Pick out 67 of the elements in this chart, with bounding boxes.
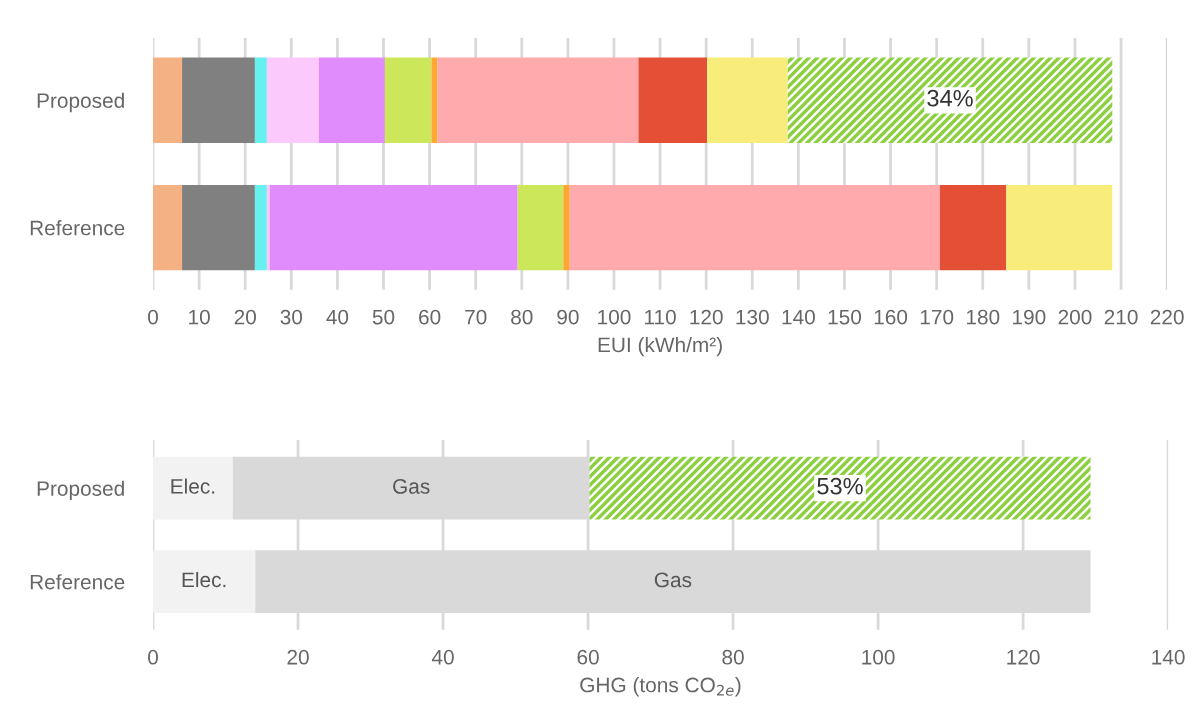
x-tick-label: 20: [234, 309, 256, 325]
x-tick-label: 60: [419, 309, 441, 325]
series-label: Gas: [393, 479, 430, 494]
x-tick-label: 30: [280, 309, 303, 325]
bar: [437, 57, 639, 143]
x-tick-label: 70: [465, 309, 487, 325]
x-tick-label: 140: [782, 309, 815, 325]
x-tick-label: 80: [722, 649, 744, 665]
bar: [182, 57, 255, 143]
x-tick-label: 200: [1058, 309, 1092, 325]
x-tick-label: 0: [148, 649, 158, 665]
x-tick-label: 40: [326, 309, 349, 325]
text: Gas: [654, 572, 692, 588]
bar: [266, 184, 270, 271]
x-tick-label: 80: [511, 309, 533, 325]
bar: [589, 456, 1091, 520]
bar: [517, 184, 564, 271]
bar: [153, 184, 183, 271]
x-tick-label: 0: [148, 309, 158, 325]
x-tick-label: 40: [431, 649, 454, 665]
bar: [254, 57, 267, 143]
bar: [318, 57, 385, 143]
bar: [431, 57, 438, 143]
x-tick-label: 10: [189, 309, 210, 325]
y-tick-label: Reference: [30, 574, 125, 590]
y-tick-label: Reference: [30, 220, 125, 236]
text: Elec.: [182, 571, 226, 588]
x-tick-label: 170: [920, 309, 954, 325]
bar: [153, 550, 256, 614]
bar: [254, 184, 267, 271]
x-tick-label: 60: [577, 649, 599, 665]
x-tick-label: 150: [828, 309, 862, 325]
bar: [182, 184, 255, 271]
bar: [569, 184, 940, 271]
y-tick-label: Proposed: [37, 92, 124, 113]
annotation: 53%: [817, 477, 863, 495]
x-tick-label: 100: [862, 649, 895, 665]
x-axis-title: GHG (tons CO$_{2e}$): [580, 677, 741, 697]
x-tick-label: 90: [557, 309, 579, 325]
bar: [787, 57, 1113, 143]
bar: [384, 57, 432, 143]
x-tick-label: 100: [598, 309, 631, 325]
x-tick-label: 120: [690, 309, 723, 325]
x-tick-label: 140: [1152, 649, 1185, 665]
bar: [1006, 184, 1113, 271]
x-tick-label: 160: [874, 309, 908, 325]
x-tick-label: 110: [645, 309, 676, 325]
y-tick-label: Proposed: [37, 480, 124, 501]
x-tick-label: 210: [1104, 309, 1138, 325]
bar: [638, 57, 708, 143]
x-tick-label: 180: [966, 309, 1000, 325]
bar: [939, 184, 1007, 271]
x-axis-title: EUI (kWh/m²): [598, 336, 722, 357]
bar: [707, 57, 788, 143]
series-label: Elec.: [171, 478, 215, 494]
bar: [153, 57, 183, 143]
x-tick-label: 20: [287, 649, 309, 665]
x-tick-label: 50: [372, 309, 395, 325]
x-tick-label: 130: [736, 309, 769, 325]
bar: [563, 184, 570, 271]
bar: [153, 456, 233, 520]
bar: [269, 184, 518, 271]
x-tick-label: 120: [1007, 649, 1040, 665]
annotation: 34%: [927, 89, 973, 107]
x-tick-label: 190: [1013, 309, 1046, 325]
bar: [266, 57, 319, 143]
x-tick-label: 220: [1150, 309, 1184, 325]
